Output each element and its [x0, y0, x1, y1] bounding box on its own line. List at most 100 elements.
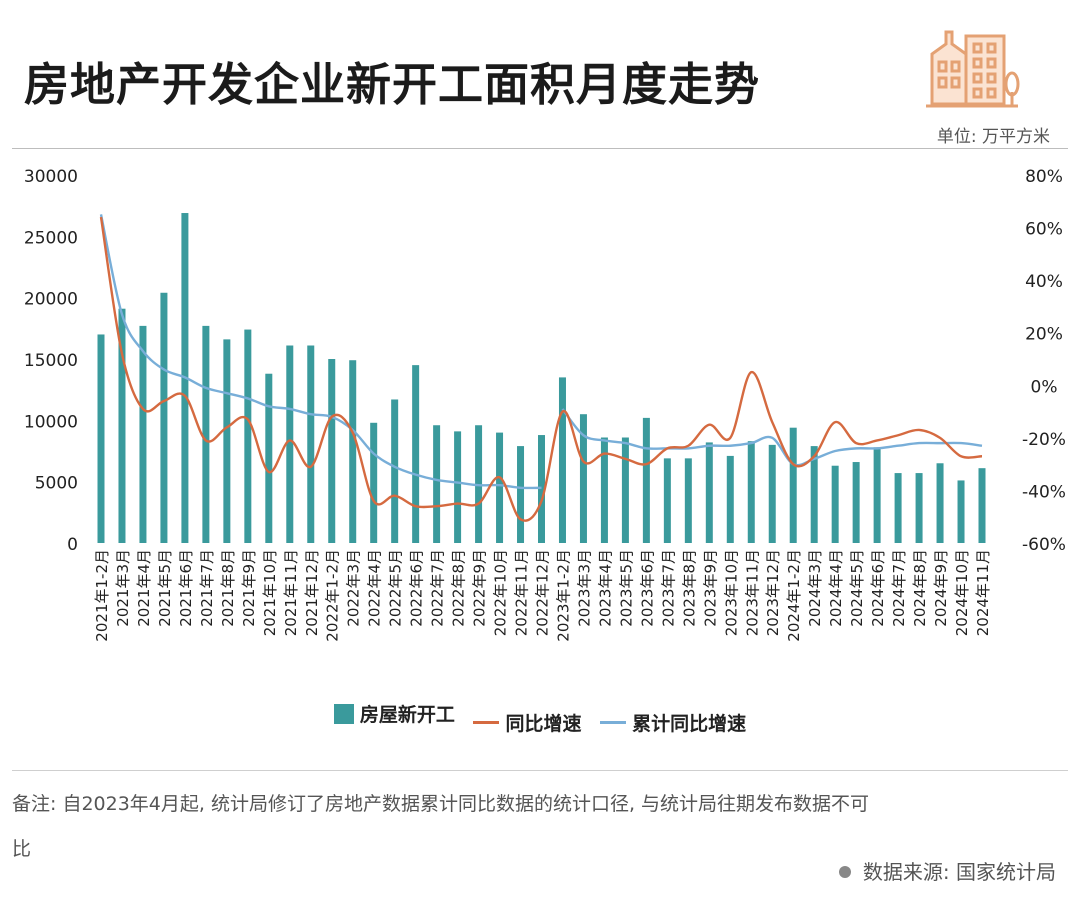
bar: [286, 345, 294, 543]
new-construction-chart: 0 5000 10000 15000 20000 25000 30000 -60% -40% -2…: [24, 167, 1066, 642]
legend-item-cum: 累计同比增速: [600, 709, 746, 736]
bar: [600, 437, 608, 543]
x-tick-label: 2023年12月: [764, 549, 782, 636]
y-right-tick-label: -60%: [1022, 535, 1066, 555]
x-tick-label: 2024年10月: [953, 549, 971, 636]
legend-label-yoy: 同比增速: [505, 712, 582, 735]
bar: [684, 458, 692, 543]
y-right-tick-label: -40%: [1022, 482, 1066, 502]
x-tick-label: 2023年10月: [722, 549, 740, 636]
x-tick-label: 2024年7月: [890, 549, 908, 627]
x-tick-label: 2021年6月: [177, 549, 195, 627]
bar: [726, 455, 734, 543]
y-left-tick-label: 20000: [24, 290, 78, 310]
x-tick-label: 2023年9月: [701, 549, 719, 627]
data-source: 数据来源: 国家统计局: [838, 856, 1056, 885]
x-tick-label: 2024年6月: [869, 549, 887, 627]
bar: [705, 442, 713, 543]
y-left-tick-label: 15000: [24, 351, 78, 371]
cum-yoy-line: [99, 214, 542, 490]
bar: [621, 437, 629, 543]
bar: [831, 465, 839, 543]
y-left-tick-label: 0: [67, 535, 78, 555]
y-left-tick-label: 5000: [35, 474, 78, 494]
x-tick-label: 2022年10月: [492, 549, 510, 636]
bar: [160, 292, 168, 543]
bar: [558, 377, 566, 543]
y-right-tick-label: 0%: [1031, 377, 1058, 397]
x-tick-label: 2021年3月: [114, 549, 132, 627]
bar: [579, 414, 587, 543]
x-tick-label: 2024年3月: [806, 549, 824, 627]
x-tick-label: 2023年8月: [680, 549, 698, 627]
footer-divider: [12, 770, 1068, 771]
x-tick-label: 2023年11月: [743, 549, 761, 636]
x-tick-label: 2021年5月: [156, 549, 174, 627]
footnote: 备注: 自2023年4月起, 统计局修订了房地产数据累计同比数据的统计口径, 与…: [12, 793, 870, 860]
bar: [202, 325, 210, 543]
bar: [433, 425, 441, 543]
legend-item-yoy: 同比增速: [473, 709, 582, 736]
bar: [663, 458, 671, 543]
bar: [957, 480, 965, 543]
bar: [328, 359, 336, 543]
bar: [789, 427, 797, 543]
bar: [894, 473, 902, 543]
bar: [517, 446, 525, 543]
x-tick-label: 2023年7月: [659, 549, 677, 627]
bar: [642, 417, 650, 543]
bar: [873, 447, 881, 543]
x-tick-label: 2022年4月: [366, 549, 384, 627]
y-right-tick-label: 20%: [1025, 325, 1063, 345]
x-tick-label: 2021年7月: [198, 549, 216, 627]
x-tick-label: 2023年4月: [596, 549, 614, 627]
x-tick-label: 2023年3月: [575, 549, 593, 627]
x-tick-label: 2022年5月: [387, 549, 405, 627]
bar: [265, 373, 273, 543]
legend-swatch-yoy: [473, 720, 500, 724]
y-right-tick-label: 80%: [1025, 167, 1063, 187]
bar: [747, 441, 755, 543]
legend-item-bar: 房屋新开工: [333, 700, 455, 727]
y-right-tick-label: -20%: [1022, 430, 1066, 450]
bar: [370, 422, 378, 543]
x-tick-label: 2024年1-2月: [785, 549, 803, 642]
y-left-tick-label: 30000: [24, 167, 78, 187]
data-source-text: 数据来源: 国家统计局: [862, 860, 1056, 884]
bar: [768, 444, 776, 543]
x-tick-label: 2022年8月: [450, 549, 468, 627]
unit-label: 单位: 万平方米: [936, 127, 1050, 147]
x-tick-label: 2021年4月: [135, 549, 153, 627]
bar: [852, 462, 860, 543]
bar: [936, 463, 944, 543]
bar: [454, 431, 462, 543]
x-tick-label: 2024年5月: [848, 549, 866, 627]
x-tick-label: 2022年7月: [429, 549, 447, 627]
page-title: 房地产开发企业新开工面积月度走势: [24, 58, 761, 111]
x-tick-label: 2024年11月: [974, 549, 992, 636]
x-tick-label: 2021年10月: [261, 549, 279, 636]
bar: [978, 468, 986, 543]
x-tick-label: 2021年11月: [282, 549, 300, 636]
x-tick-label: 2022年1-2月: [324, 549, 342, 642]
bar: [810, 446, 818, 543]
bar: [307, 345, 315, 543]
x-tick-label: 2024年4月: [827, 549, 845, 627]
x-tick-label: 2024年8月: [911, 549, 929, 627]
bar: [349, 360, 357, 543]
cum-yoy-line: [561, 408, 983, 467]
y-left-tick-label: 25000: [24, 228, 78, 248]
x-tick-label: 2022年11月: [513, 549, 531, 636]
x-tick-label: 2023年5月: [617, 549, 635, 627]
bar: [244, 329, 252, 543]
bar: [97, 334, 105, 543]
x-tick-label: 2021年8月: [219, 549, 237, 627]
legend-label-bar: 房屋新开工: [359, 704, 455, 726]
x-tick-label: 2023年6月: [638, 549, 656, 627]
x-tick-label: 2023年1-2月: [554, 549, 572, 642]
bar: [538, 435, 545, 543]
chart-legend: 房屋新开工 同比增速 累计同比增速: [0, 700, 1080, 736]
bullet-icon: [838, 866, 851, 878]
header-divider: [12, 148, 1068, 149]
legend-swatch-cum: [600, 720, 627, 724]
